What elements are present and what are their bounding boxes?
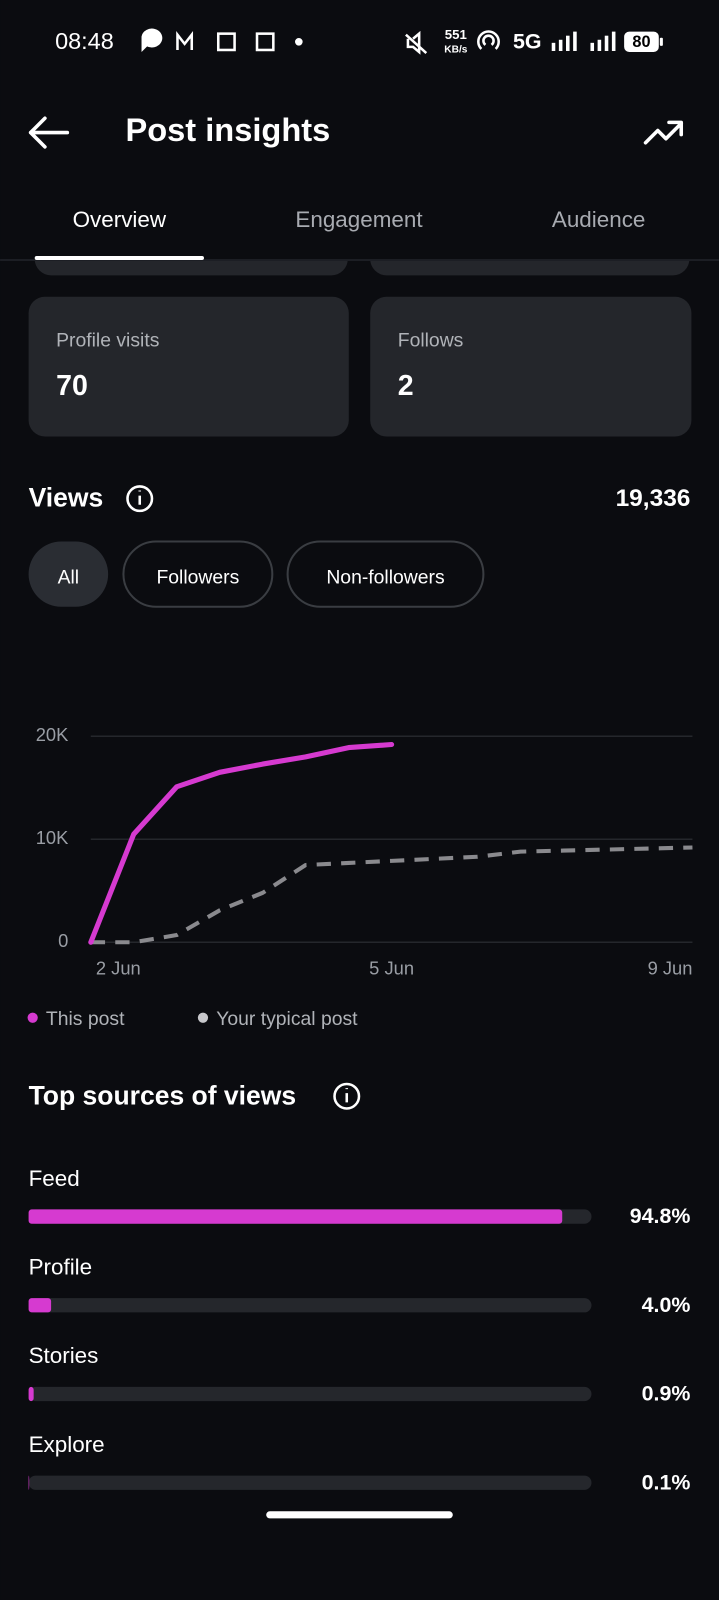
source-label: Stories: [29, 1343, 99, 1368]
x-tick-label: 5 Jun: [369, 958, 414, 979]
bar: [28, 1209, 563, 1224]
line-series: [88, 741, 395, 945]
tab[interactable]: Overview: [73, 207, 167, 232]
sources-title: Top sources of views: [29, 1080, 297, 1110]
source-label: Profile: [29, 1255, 93, 1280]
cards-above: [34, 261, 690, 276]
bar: [28, 1298, 52, 1313]
net-unit: KB/s: [444, 45, 468, 56]
filter-label: Non-followers: [326, 566, 444, 588]
value-label: 0.9%: [642, 1382, 691, 1406]
bar: [28, 1475, 30, 1490]
value-label: 94.8%: [630, 1204, 691, 1228]
filter-chip[interactable]: [122, 540, 274, 608]
tab[interactable]: Audience: [552, 207, 646, 232]
net-speed: 551: [445, 27, 467, 42]
filter-chip[interactable]: [28, 541, 109, 607]
filter-label: All: [58, 566, 80, 588]
y-tick-label: 20K: [36, 724, 69, 745]
bar-track: [28, 1475, 592, 1490]
filter-label: Followers: [156, 566, 239, 588]
source-label: Feed: [29, 1166, 80, 1191]
filter-chip[interactable]: [286, 540, 485, 608]
bar: [28, 1386, 34, 1402]
page-title: Post insights: [125, 111, 330, 148]
stat-value: 2: [398, 370, 414, 402]
legend-label: Your typical post: [216, 1008, 358, 1030]
stat-card: [370, 296, 692, 437]
source-label: Explore: [29, 1432, 105, 1457]
notification-icons: [141, 28, 500, 55]
info-icon[interactable]: [126, 485, 154, 513]
y-tick-label: 10K: [36, 827, 69, 848]
x-tick-label: 9 Jun: [648, 958, 693, 979]
y-tick-label: 0: [58, 930, 68, 951]
trend-button[interactable]: [643, 120, 684, 145]
views-title: Views: [29, 483, 104, 513]
tab-indicator: [34, 255, 204, 261]
info-icon[interactable]: [333, 1082, 361, 1110]
x-tick-label: 2 Jun: [96, 958, 141, 979]
network-type: 5G: [513, 29, 542, 53]
stat-label: Follows: [398, 330, 464, 352]
back-button[interactable]: [28, 116, 70, 149]
line-series: [90, 845, 693, 945]
legend-label: This post: [46, 1008, 125, 1030]
value-label: 4.0%: [642, 1293, 691, 1317]
battery-level: 80: [632, 33, 650, 51]
legend-dot: [27, 1012, 38, 1023]
home-indicator: [266, 1511, 453, 1519]
clock: 08:48: [55, 28, 114, 54]
legend-dot: [197, 1012, 209, 1023]
stat-card: [28, 296, 349, 437]
stat-value: 70: [56, 370, 88, 402]
tab[interactable]: Engagement: [295, 207, 423, 232]
views-total: 19,336: [616, 485, 691, 512]
stat-label: Profile visits: [56, 330, 159, 352]
value-label: 0.1%: [642, 1470, 691, 1494]
signal-icons: [551, 31, 663, 53]
bar-track: [28, 1386, 592, 1402]
bar-track: [28, 1298, 592, 1313]
